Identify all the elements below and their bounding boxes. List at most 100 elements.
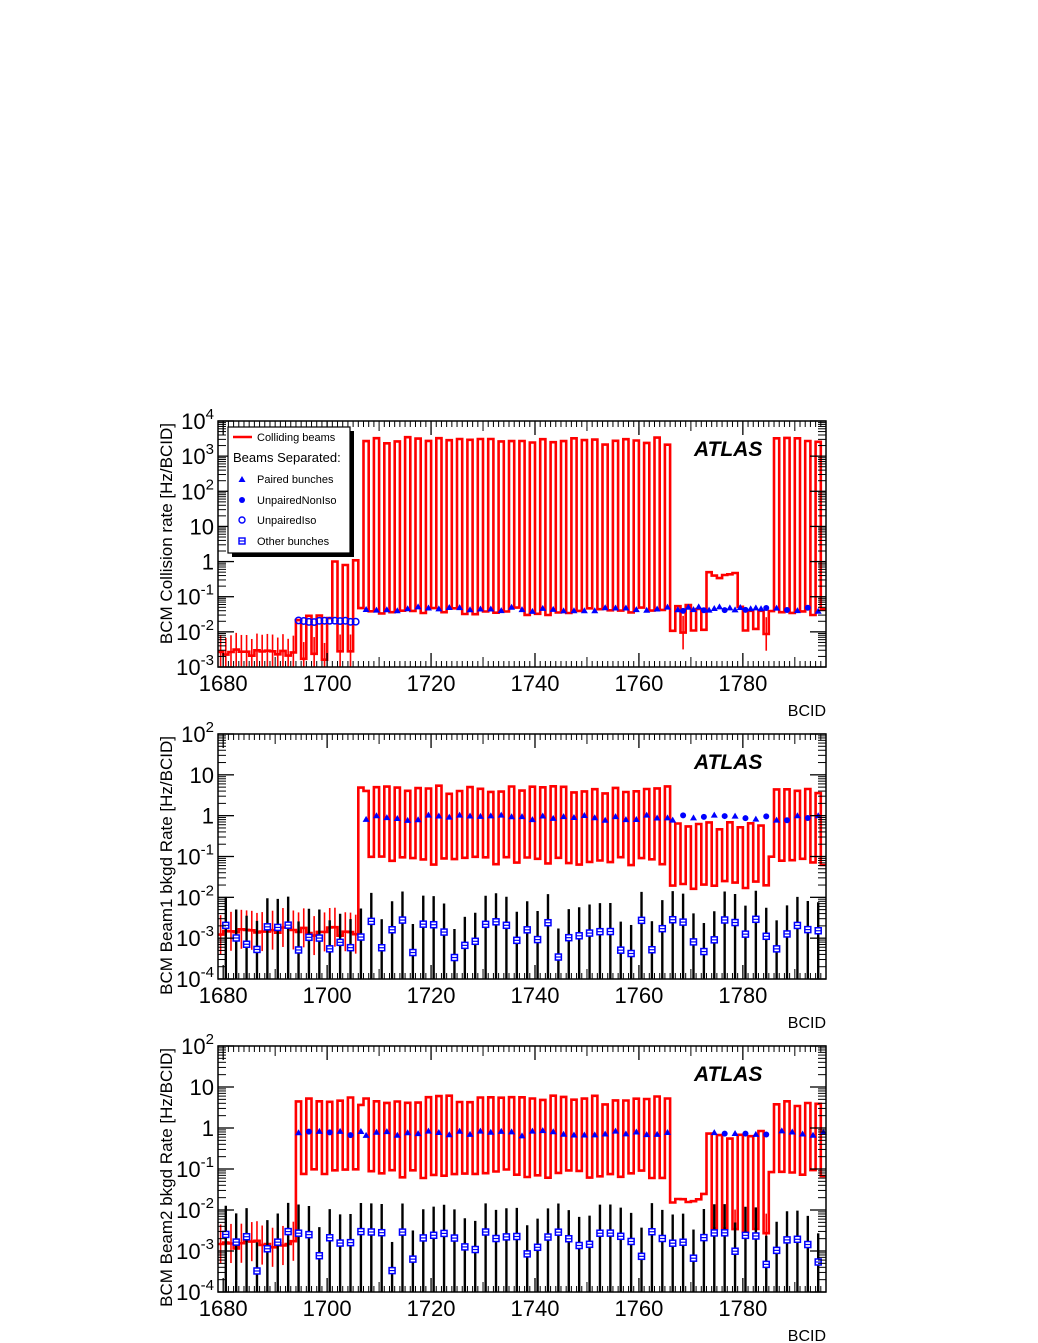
y-axis-label: BCM Beam1 bkgd Rate [Hz/BCID] (157, 736, 176, 995)
paired-bunch-point (315, 1127, 323, 1134)
legend-label-separated: Beams Separated: (233, 450, 341, 465)
paired-bunch-point (612, 1127, 620, 1134)
paired-bunch-point (372, 606, 380, 613)
paired-bunch-point (362, 1131, 370, 1138)
y-tick-label: 10 (190, 1075, 214, 1100)
paired-bunch-point (809, 1131, 817, 1138)
x-tick-label: 1760 (614, 671, 663, 696)
paired-bunch-point (632, 1128, 640, 1135)
paired-bunch-point (560, 813, 568, 820)
paired-bunch-point (570, 1131, 578, 1138)
paired-bunch-point (601, 604, 609, 611)
paired-bunch-point (362, 815, 370, 822)
x-axis-label: BCID (788, 1015, 826, 1032)
paired-bunch-point (445, 1131, 453, 1138)
atlas-label: ATLAS (693, 438, 762, 461)
paired-bunch-point (674, 606, 682, 613)
paired-bunch-point (752, 1130, 760, 1137)
paired-bunch-point (653, 1130, 661, 1137)
unpaired-iso-point (346, 617, 355, 626)
panel-beam2: 1680 1700 1720 1740 1760 1780 10-4 10-3 10-2 10-1… (157, 1031, 827, 1343)
x-tick-label: 1720 (407, 671, 456, 696)
unpaired-iso-point (351, 617, 360, 626)
paired-bunch-point (653, 605, 661, 612)
panel-beam1: 1680 1700 1720 1740 1760 1780 10-4 10-3 10-2 10-1… (157, 719, 827, 1032)
y-tick-label: 10-2 (176, 1195, 214, 1223)
y-tick-label: 102 (181, 719, 214, 747)
paired-bunch-point (653, 814, 661, 821)
paired-bunch-point (731, 812, 739, 819)
paired-bunch-point (591, 607, 599, 614)
paired-bunch-point (414, 1130, 422, 1137)
paired-bunch-point (445, 603, 453, 610)
paired-bunch-point (393, 1131, 401, 1138)
paired-bunch-point (560, 607, 568, 614)
paired-bunch-point (580, 811, 588, 818)
atlas-label: ATLAS (693, 751, 762, 774)
y-tick-label: 10-1 (176, 842, 214, 870)
paired-bunch-point (435, 605, 443, 612)
paired-bunch-point (518, 813, 526, 820)
paired-bunch-point (518, 1132, 526, 1139)
paired-bunch-point (752, 604, 760, 611)
paired-bunch-point (757, 605, 765, 612)
paired-bunch-point (591, 814, 599, 821)
y-tick-label: 102 (181, 1031, 214, 1059)
paired-bunch-point (695, 603, 703, 610)
legend-box (227, 426, 351, 554)
x-tick-label: 1780 (718, 983, 767, 1008)
paired-bunch-point (549, 1128, 557, 1135)
x-tick-label: 1740 (511, 983, 560, 1008)
legend-label-unpaired_noniso: UnpairedNonIso (257, 495, 337, 507)
paired-bunch-point (731, 606, 739, 613)
paired-bunch-point (726, 604, 734, 611)
paired-bunch-point (643, 1131, 651, 1138)
paired-bunch-point (612, 813, 620, 820)
colliding-beams-line (218, 784, 826, 937)
y-tick-label: 10-4 (176, 964, 214, 992)
paired-bunch-point (508, 813, 516, 820)
legend-label-unpaired_iso: UnpairedIso (257, 515, 316, 527)
paired-bunch-point (773, 816, 781, 823)
paired-bunch-point (497, 607, 505, 614)
paired-bunch-point (508, 603, 516, 610)
x-axis-label: BCID (788, 703, 826, 720)
paired-bunch-point (689, 814, 697, 821)
x-tick-label: 1680 (199, 671, 248, 696)
paired-bunch-point (445, 813, 453, 820)
unpaired-noniso-point (804, 814, 811, 821)
unpaired-iso-point (315, 616, 324, 625)
y-tick-label: 10 (190, 514, 214, 539)
unpaired-noniso-point (721, 607, 728, 614)
paired-bunch-point (539, 812, 547, 819)
paired-bunch-point (612, 604, 620, 611)
unpaired-iso-point (336, 617, 345, 626)
paired-bunch-point (336, 1127, 344, 1134)
paired-bunch-point (497, 811, 505, 818)
y-axis-label: BCM Beam2 bkgd Rate [Hz/BCID] (157, 1048, 176, 1307)
paired-bunch-point (643, 606, 651, 613)
paired-bunch-point (643, 811, 651, 818)
paired-bunch-point (424, 1127, 432, 1134)
paired-bunch-point (601, 1130, 609, 1137)
paired-bunch-point (528, 1127, 536, 1134)
y-tick-label: 10-1 (176, 1154, 214, 1182)
paired-bunch-point (710, 811, 718, 818)
legend: Colliding beams Beams Separated: Paired bu… (227, 426, 354, 557)
paired-bunch-point (357, 1128, 365, 1135)
paired-bunch-point (560, 1130, 568, 1137)
paired-bunch-point (664, 603, 672, 610)
paired-bunch-point (715, 603, 723, 610)
x-tick-label: 1780 (718, 671, 767, 696)
y-tick-label: 10-1 (176, 582, 214, 610)
paired-bunch-point (404, 816, 412, 823)
paired-bunch-point (622, 1130, 630, 1137)
paired-bunch-point (508, 1128, 516, 1135)
paired-bunch-point (580, 1131, 588, 1138)
paired-bunch-point (788, 1128, 796, 1135)
paired-bunch-point (736, 604, 744, 611)
paired-bunch-point (632, 815, 640, 822)
paired-bunch-point (466, 606, 474, 613)
paired-bunch-point (414, 816, 422, 823)
paired-bunch-point (622, 816, 630, 823)
